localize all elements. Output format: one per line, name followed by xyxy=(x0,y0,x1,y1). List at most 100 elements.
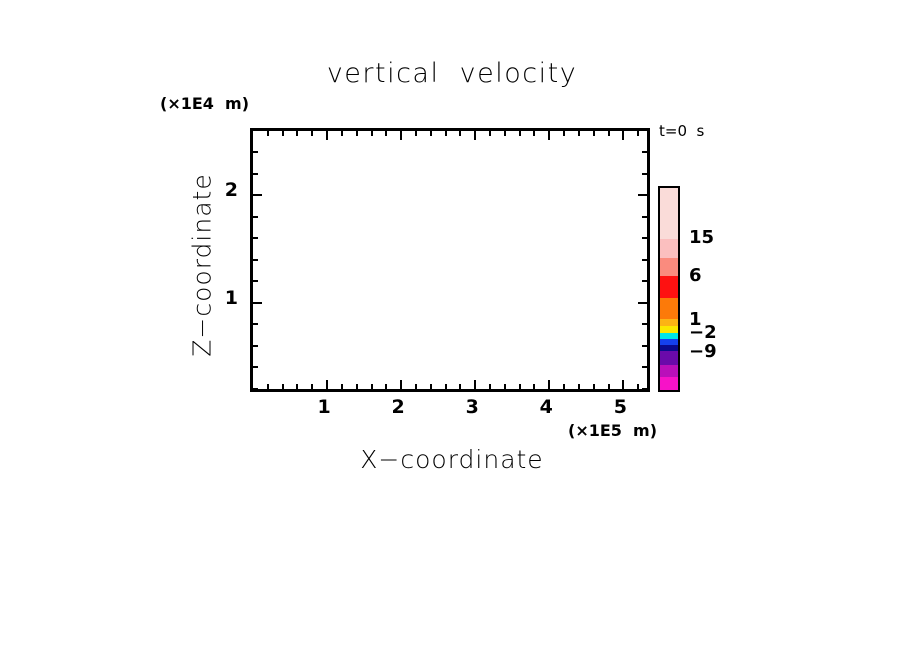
x-axis-minor-tick xyxy=(281,384,284,389)
x-axis-minor-tick xyxy=(592,384,595,389)
x-axis-minor-tick xyxy=(637,131,640,136)
x-axis-tick-label: 2 xyxy=(391,396,405,418)
x-axis-minor-tick xyxy=(503,131,506,136)
y-axis-minor-tick xyxy=(253,323,258,326)
x-axis-minor-tick xyxy=(355,131,358,136)
x-axis-major-tick xyxy=(326,131,329,140)
x-axis-major-tick xyxy=(474,131,477,140)
x-axis-major-tick xyxy=(400,131,403,140)
x-axis-minor-tick xyxy=(503,384,506,389)
x-axis-major-tick xyxy=(622,380,625,389)
y-axis-major-tick xyxy=(253,194,262,197)
x-axis-minor-tick xyxy=(637,384,640,389)
y-axis-minor-tick xyxy=(642,323,647,326)
x-axis-title: X−coordinate xyxy=(360,445,544,474)
x-axis-minor-tick xyxy=(311,384,314,389)
x-axis-minor-tick xyxy=(296,384,299,389)
colorbar-tick-label: 6 xyxy=(689,265,702,287)
colorbar-band-magenta xyxy=(660,377,678,390)
x-axis-minor-tick xyxy=(444,384,447,389)
x-axis-minor-tick xyxy=(489,131,492,136)
x-axis-minor-tick xyxy=(607,131,610,136)
x-axis-minor-tick xyxy=(444,131,447,136)
y-axis-minor-tick xyxy=(642,280,647,283)
colorbar-band-cyan xyxy=(660,332,678,339)
y-axis-minor-tick xyxy=(642,151,647,154)
x-axis-major-tick xyxy=(622,131,625,140)
x-axis-minor-tick xyxy=(607,384,610,389)
x-axis-minor-tick xyxy=(429,384,432,389)
x-axis-major-tick xyxy=(548,131,551,140)
x-axis-minor-tick xyxy=(414,384,417,389)
x-axis-minor-tick xyxy=(340,131,343,136)
y-axis-minor-tick xyxy=(642,387,647,390)
y-axis-minor-tick xyxy=(642,258,647,261)
y-axis-minor-tick xyxy=(642,172,647,175)
y-axis-minor-tick xyxy=(253,344,258,347)
plot-area xyxy=(250,128,650,392)
y-axis-minor-tick xyxy=(253,280,258,283)
x-axis-minor-tick xyxy=(489,384,492,389)
x-axis-minor-tick xyxy=(414,131,417,136)
colorbar-tick-label: 1 xyxy=(689,309,702,331)
colorbar-tick-label: −2 xyxy=(689,322,717,344)
colorbar-band-yellow xyxy=(660,325,678,333)
x-axis-minor-tick xyxy=(577,384,580,389)
x-axis-minor-tick xyxy=(311,131,314,136)
x-axis-major-tick xyxy=(326,380,329,389)
y-axis-minor-tick xyxy=(253,215,258,218)
y-axis-minor-tick xyxy=(642,237,647,240)
x-axis-major-tick xyxy=(548,380,551,389)
y-axis-minor-tick xyxy=(253,237,258,240)
x-axis-major-tick xyxy=(400,380,403,389)
colorbar-band-orange xyxy=(660,297,678,320)
y-axis-title: Z−coordinate xyxy=(186,170,218,360)
x-axis-minor-tick xyxy=(370,384,373,389)
colorbar-band-salmon xyxy=(660,257,678,277)
y-axis-minor-tick xyxy=(253,366,258,369)
time-annotation: t=0 s xyxy=(659,122,705,140)
colorbar-tick-label: 15 xyxy=(689,227,715,249)
colorbar-band-pale-pink xyxy=(660,188,678,240)
x-axis-tick-label: 4 xyxy=(539,396,553,418)
x-axis-tick-label: 5 xyxy=(613,396,627,418)
y-axis-tick-label: 1 xyxy=(224,286,238,309)
x-axis-minor-tick xyxy=(385,384,388,389)
page-title: vertical velocity xyxy=(326,58,578,89)
y-axis-minor-tick xyxy=(642,215,647,218)
colorbar-band-amber xyxy=(660,319,678,326)
x-axis-minor-tick xyxy=(533,384,536,389)
x-axis-minor-tick xyxy=(592,131,595,136)
x-axis-minor-tick xyxy=(563,384,566,389)
x-axis-unit-label: (×1E5 m) xyxy=(568,421,658,440)
colorbar-band-light-pink xyxy=(660,239,678,258)
x-axis-minor-tick xyxy=(533,131,536,136)
x-axis-minor-tick xyxy=(577,131,580,136)
x-axis-minor-tick xyxy=(370,131,373,136)
y-axis-tick-label: 2 xyxy=(224,179,238,202)
x-axis-tick-label: 1 xyxy=(317,396,331,418)
x-axis-minor-tick xyxy=(563,131,566,136)
colorbar-band-blue xyxy=(660,338,678,345)
y-axis-major-tick xyxy=(253,301,262,304)
y-axis-major-tick xyxy=(638,194,647,197)
x-axis-minor-tick xyxy=(340,384,343,389)
x-axis-major-tick xyxy=(474,380,477,389)
y-axis-major-tick xyxy=(638,301,647,304)
x-axis-minor-tick xyxy=(518,384,521,389)
x-axis-minor-tick xyxy=(518,131,521,136)
x-axis-minor-tick xyxy=(459,384,462,389)
x-axis-minor-tick xyxy=(281,131,284,136)
x-axis-minor-tick xyxy=(296,131,299,136)
colorbar xyxy=(658,186,680,392)
x-axis-minor-tick xyxy=(385,131,388,136)
x-axis-minor-tick xyxy=(355,384,358,389)
colorbar-band-navy xyxy=(660,344,678,351)
colorbar-band-magenta-purple xyxy=(660,364,678,378)
x-axis-minor-tick xyxy=(266,131,269,136)
x-axis-minor-tick xyxy=(266,384,269,389)
y-axis-minor-tick xyxy=(642,366,647,369)
y-axis-minor-tick xyxy=(253,387,258,390)
x-axis-minor-tick xyxy=(429,131,432,136)
